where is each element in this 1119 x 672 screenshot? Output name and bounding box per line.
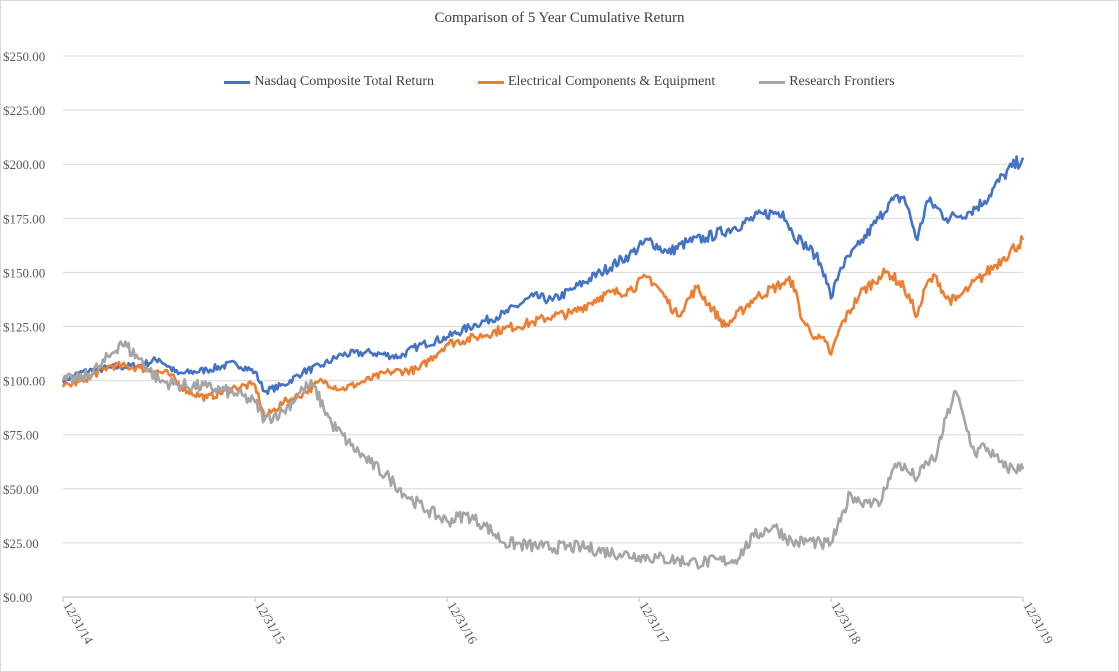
y-tick-label: $100.00 bbox=[3, 374, 45, 389]
chart-title: Comparison of 5 Year Cumulative Return bbox=[434, 10, 685, 26]
legend-swatch bbox=[759, 80, 786, 84]
y-tick-label: $200.00 bbox=[3, 157, 45, 172]
y-tick-label: $25.00 bbox=[3, 536, 39, 551]
legend-label: Electrical Components & Equipment bbox=[507, 74, 716, 89]
y-tick-label: $225.00 bbox=[3, 103, 45, 118]
y-tick-label: $175.00 bbox=[3, 211, 45, 226]
legend-item: Nasdaq Composite Total Return bbox=[224, 74, 434, 90]
x-tick-label: 12/31/14 bbox=[60, 599, 96, 647]
y-tick-label: $75.00 bbox=[3, 428, 39, 443]
legend-swatch bbox=[477, 80, 504, 84]
y-tick-label: $50.00 bbox=[3, 482, 39, 497]
y-tick-label: $0.00 bbox=[3, 590, 32, 605]
legend-item: Research Frontiers bbox=[759, 74, 895, 90]
legend-label: Nasdaq Composite Total Return bbox=[254, 74, 434, 89]
legend: Nasdaq Composite Total Return Electrical … bbox=[0, 74, 1119, 90]
x-tick-label: 12/31/17 bbox=[636, 599, 672, 647]
x-tick-label: 12/31/19 bbox=[1020, 599, 1056, 647]
x-tick-label: 12/31/18 bbox=[828, 599, 864, 647]
series-line bbox=[61, 155, 1025, 396]
series-line bbox=[61, 235, 1025, 419]
y-tick-label: $250.00 bbox=[3, 49, 45, 64]
x-tick-label: 12/31/15 bbox=[252, 599, 288, 647]
y-tick-label: $150.00 bbox=[3, 265, 45, 280]
x-tick-label: 12/31/16 bbox=[444, 599, 480, 647]
legend-item: Electrical Components & Equipment bbox=[477, 74, 716, 90]
legend-label: Research Frontiers bbox=[789, 74, 895, 89]
legend-swatch bbox=[224, 80, 251, 84]
y-tick-label: $125.00 bbox=[3, 320, 45, 335]
series-line bbox=[61, 340, 1025, 570]
